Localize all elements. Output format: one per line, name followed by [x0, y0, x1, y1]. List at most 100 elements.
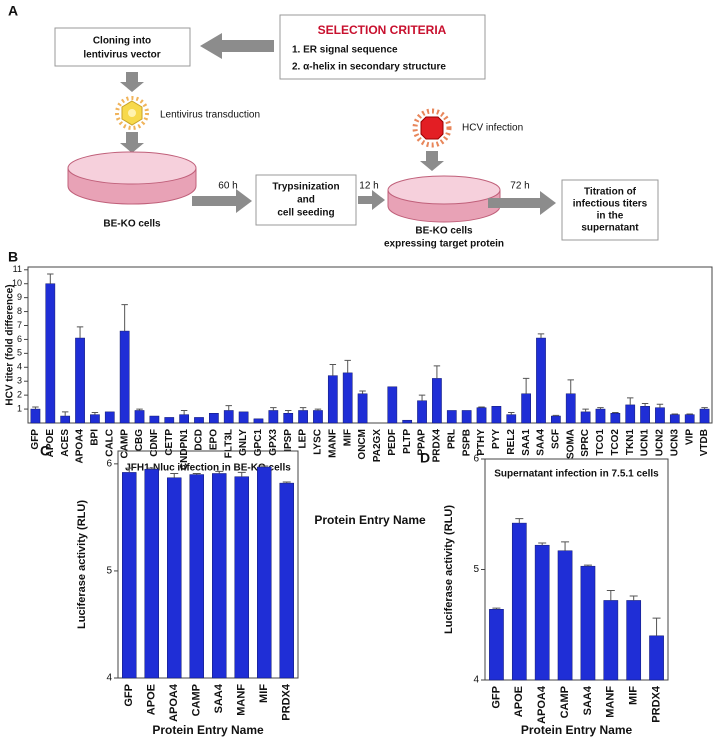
x-tick-label: PSPB [461, 429, 472, 456]
bar [565, 393, 576, 424]
y-tick-label: 5 [106, 566, 112, 577]
error-bar [515, 518, 524, 524]
x-tick-label: GPC1 [253, 429, 264, 457]
x-tick-label: MIF [628, 686, 640, 705]
error-bar [629, 595, 638, 601]
error-bar [538, 542, 547, 546]
trypsin-text: cell seeding [277, 208, 334, 219]
x-tick-label: APOE [146, 684, 158, 715]
cloning-box [54, 27, 191, 67]
x-tick-label: SOMA [565, 429, 576, 459]
x-tick-label: CAMP [559, 686, 571, 718]
x-tick-label: PYY [491, 429, 502, 449]
bar [357, 393, 368, 424]
x-tick-label: SPRC [580, 429, 591, 457]
x-tick-label: MANF [605, 686, 617, 718]
bar [298, 410, 308, 424]
bar [167, 477, 182, 679]
bar [595, 408, 606, 424]
time-label: 72 h [510, 181, 529, 192]
x-tick-label: CAMP [191, 684, 203, 716]
y-tick-label: 6 [473, 454, 479, 465]
error-bar [561, 541, 570, 551]
x-tick-label: PTHY [476, 429, 487, 456]
error-bar [225, 405, 232, 411]
y-tick-label: 5 [17, 348, 22, 358]
criteria-box [279, 14, 486, 80]
x-tick-label: SCF [551, 429, 562, 449]
x-tick-label: GNLY [238, 429, 249, 456]
error-bar [656, 403, 664, 408]
arrow [488, 191, 556, 215]
bar [327, 375, 338, 424]
x-axis-title: Protein Entry Name [521, 723, 633, 737]
chart: D Supernatant infection in 7.5.1 cells 4 5 6… [420, 450, 669, 737]
error-bar [567, 379, 574, 394]
error-bar [170, 472, 179, 478]
bar [149, 415, 160, 424]
cloning-text: Cloning into [93, 36, 151, 47]
bar [209, 413, 219, 424]
error-bar [344, 359, 351, 373]
bar [104, 411, 115, 424]
y-axis-title: HCV titer (fold difference) [5, 284, 16, 405]
bar [536, 337, 546, 424]
bar [279, 482, 294, 679]
y-tick-label: 8 [17, 306, 22, 316]
y-tick-label: 4 [106, 673, 112, 684]
y-axis-title: Luciferase activity (RLU) [76, 500, 88, 629]
x-tick-label: CETP [164, 429, 175, 456]
arrow [192, 189, 252, 213]
bar [603, 600, 619, 681]
error-bar [282, 481, 291, 484]
x-tick-label: APOE [45, 429, 56, 458]
error-bar [270, 407, 277, 411]
bar [580, 565, 596, 681]
bar [122, 472, 137, 679]
error-bar [125, 467, 134, 473]
titration-text: infectious titers [573, 199, 648, 210]
bar [684, 414, 695, 424]
error-bar [582, 408, 589, 412]
time-label: 60 h [218, 181, 237, 192]
x-tick-label: GFP [490, 686, 502, 709]
arrow [420, 151, 444, 171]
time-label: 12 h [359, 181, 378, 192]
titration-text: supernatant [581, 223, 639, 234]
x-tick-label: PRL [446, 429, 457, 449]
error-bar [61, 411, 69, 417]
error-bar [136, 408, 143, 411]
y-tick-label: 3 [17, 376, 22, 386]
step-text: Lentivirus transduction [160, 110, 260, 121]
x-tick-label: GFP [30, 429, 41, 450]
bar [655, 407, 665, 424]
error-bar [180, 409, 188, 415]
x-tick-label: IPSP [283, 429, 294, 452]
bar [432, 378, 442, 424]
y-tick-label: 6 [106, 458, 112, 469]
error-bar [284, 409, 292, 414]
x-tick-label: VTDB [699, 429, 710, 456]
chart-title: JFH1-Nluc infection in BE-KO cells [125, 463, 291, 474]
bar [119, 330, 130, 424]
error-bar [641, 403, 649, 407]
bar [551, 415, 561, 424]
bar [534, 544, 550, 681]
error-bar [299, 407, 307, 411]
x-tick-label: VIP [684, 429, 695, 445]
bar [253, 418, 264, 424]
titration-box [561, 179, 659, 241]
bar [626, 600, 642, 681]
dish [387, 175, 501, 223]
arrow [358, 190, 385, 210]
error-bar [32, 406, 39, 410]
criteria-title: SELECTION CRITERIA [318, 23, 447, 37]
bar [144, 468, 159, 679]
x-tick-label: MIF [342, 429, 353, 446]
y-tick-label: 11 [13, 264, 22, 274]
x-tick-label: APOA4 [168, 683, 180, 722]
error-bar [47, 273, 54, 284]
bar [649, 635, 664, 681]
x-tick-label: EPO [209, 429, 220, 450]
